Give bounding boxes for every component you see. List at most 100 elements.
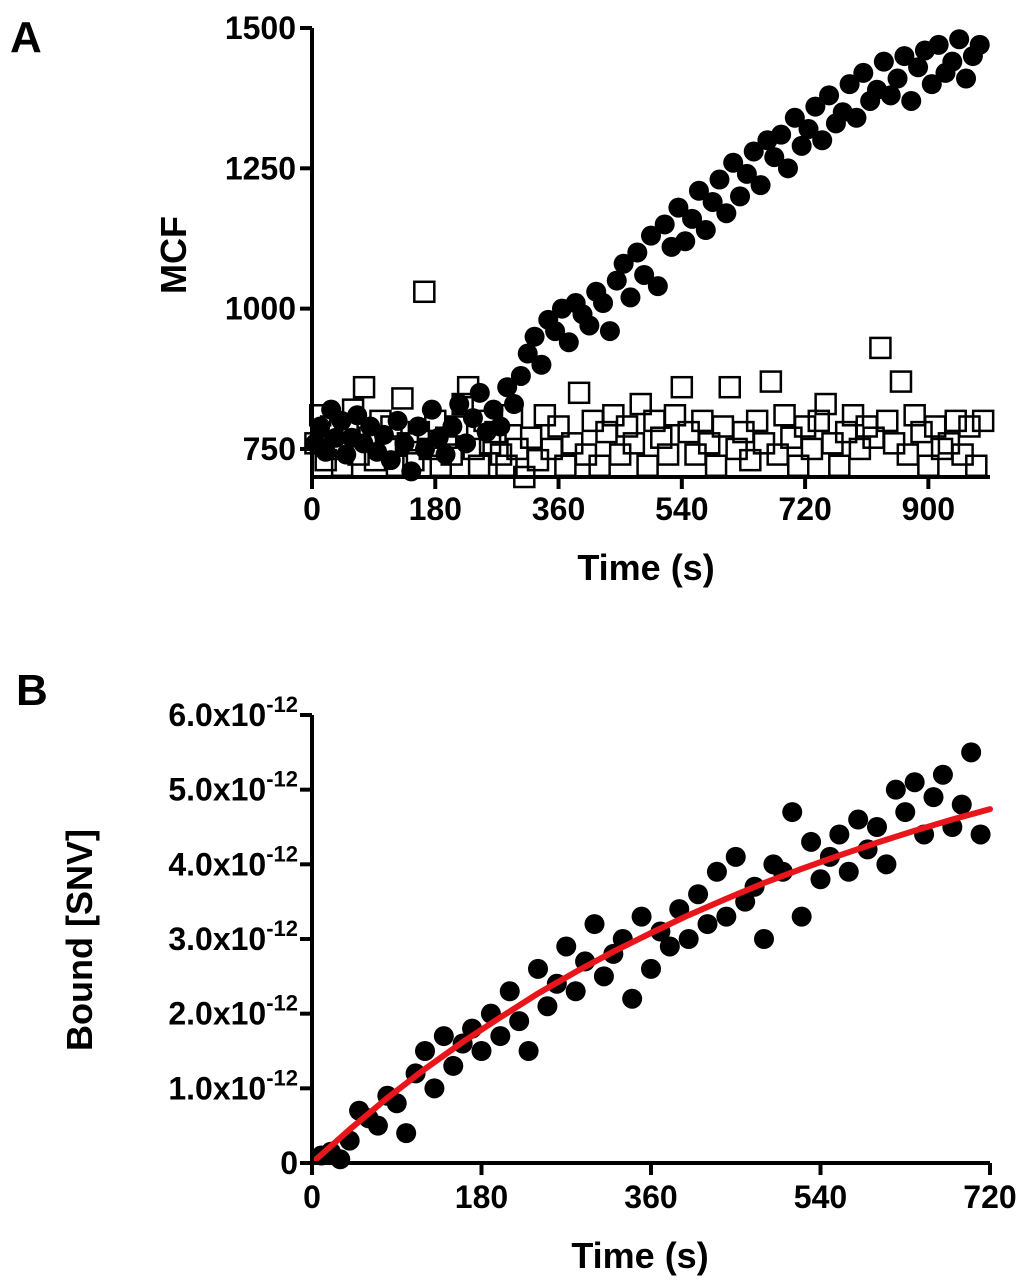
data-point-circle: [880, 85, 901, 106]
data-point-circle: [545, 321, 566, 342]
data-point-circle: [777, 158, 798, 179]
data-point-circle: [524, 326, 545, 347]
data-point-square: [793, 415, 817, 438]
y-tick-label: 4.0x10-12: [168, 841, 298, 882]
y-tick-label-exponent: -12: [266, 767, 298, 792]
data-point-square: [656, 443, 680, 466]
x-tick-label: 540: [794, 1179, 847, 1215]
data-point-square: [670, 375, 694, 399]
data-point-square: [547, 415, 570, 438]
data-point-circle: [848, 809, 869, 830]
data-point-square: [704, 454, 728, 478]
data-point-square: [451, 392, 474, 416]
data-point-circle: [565, 981, 586, 1002]
y-tick-label-base: 0: [280, 1145, 298, 1181]
data-point-square: [319, 415, 343, 438]
data-point-circle: [697, 914, 718, 935]
data-point-circle: [606, 270, 627, 291]
data-point-square: [567, 381, 591, 405]
y-tick-label: 1.0x10-12: [168, 1065, 298, 1106]
data-point-circle: [509, 1011, 530, 1032]
data-point-circle: [904, 772, 925, 793]
y-tick-label-base: 6.0x10: [168, 697, 266, 733]
data-point-square: [807, 409, 831, 433]
data-point-circle: [531, 354, 552, 375]
data-point-circle: [622, 988, 643, 1009]
panel-b-x-axis-title: Time (s): [571, 1235, 708, 1276]
data-point-square: [958, 415, 981, 438]
data-point-square: [413, 280, 436, 304]
x-tick-label: 900: [902, 491, 955, 527]
data-point-circle: [716, 203, 737, 224]
panel-a-label: A: [10, 13, 42, 62]
data-point-circle: [839, 74, 860, 95]
data-point-circle: [517, 343, 538, 364]
data-point-square: [739, 448, 762, 472]
panel-a-y-axis-title: MCF: [153, 216, 194, 294]
panel-b-marks: [309, 742, 993, 1170]
data-point-circle: [970, 824, 991, 845]
data-point-circle: [634, 264, 655, 285]
data-point-circle: [723, 152, 744, 173]
data-point-circle: [678, 929, 699, 949]
data-point-circle: [518, 1041, 539, 1061]
data-point-square: [718, 375, 742, 399]
data-point-circle: [961, 742, 982, 763]
data-point-circle: [709, 169, 730, 190]
y-tick-label: 2.0x10-12: [168, 991, 298, 1032]
data-point-circle: [556, 936, 577, 957]
data-point-circle: [688, 180, 709, 201]
data-point-circle: [599, 321, 620, 342]
data-point-circle: [736, 163, 757, 184]
data-point-circle: [750, 175, 771, 196]
data-point-square: [636, 454, 659, 478]
data-point-circle: [853, 62, 874, 83]
data-point-square: [869, 336, 892, 360]
data-point-square: [910, 420, 933, 444]
data-point-circle: [490, 1026, 511, 1047]
y-tick-label: 6.0x10-12: [168, 692, 298, 733]
data-point-circle: [510, 365, 531, 386]
data-point-circle: [367, 1115, 388, 1136]
y-tick-label-exponent: -12: [266, 841, 298, 866]
data-point-circle: [908, 57, 929, 78]
data-point-square: [944, 409, 968, 433]
data-point-circle: [641, 958, 661, 979]
data-point-circle: [620, 287, 641, 308]
data-point-square: [773, 404, 796, 427]
data-point-circle: [921, 74, 942, 95]
data-point-circle: [873, 51, 894, 72]
data-point-square: [380, 415, 403, 438]
panel-b: B 01.0x10-122.0x10-123.0x10-124.0x10-125…: [16, 666, 1017, 1276]
data-point-circle: [923, 787, 944, 808]
data-point-circle: [894, 46, 915, 67]
data-point-circle: [558, 332, 579, 353]
y-tick-label-exponent: -12: [266, 692, 298, 717]
data-point-circle: [782, 802, 803, 823]
data-point-circle: [829, 824, 850, 845]
data-point-circle: [951, 794, 972, 815]
data-point-square: [445, 415, 469, 438]
data-point-circle: [730, 186, 751, 207]
y-tick-label-base: 4.0x10: [168, 846, 266, 882]
data-point-circle: [812, 130, 833, 151]
data-point-circle: [801, 831, 822, 852]
y-tick-label: 1250: [225, 150, 296, 186]
data-point-circle: [928, 34, 949, 55]
data-point-square: [500, 404, 524, 427]
data-point-circle: [654, 214, 675, 235]
data-point-circle: [330, 1149, 351, 1170]
data-point-circle: [956, 68, 977, 89]
x-tick-label: 720: [778, 491, 831, 527]
data-point-circle: [613, 253, 634, 274]
data-point-square: [876, 409, 899, 433]
data-point-circle: [810, 869, 831, 890]
data-point-circle: [695, 220, 716, 241]
data-point-circle: [682, 208, 703, 229]
data-point-circle: [969, 34, 990, 55]
y-tick-label: 5.0x10-12: [168, 767, 298, 808]
y-tick-label: 750: [243, 431, 296, 467]
data-point-circle: [702, 191, 723, 212]
data-point-circle: [735, 891, 756, 912]
y-tick-label-exponent: -12: [266, 1065, 298, 1090]
